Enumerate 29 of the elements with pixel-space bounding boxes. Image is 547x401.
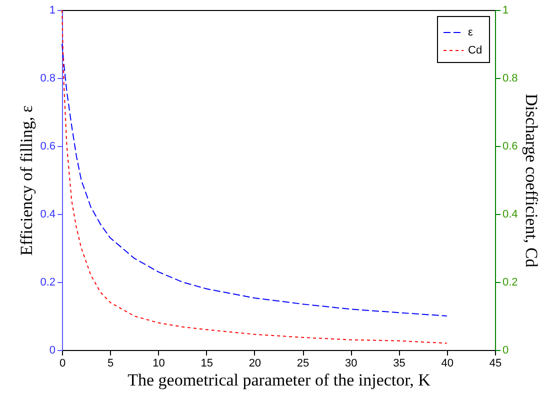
- x-tick-label: 40: [441, 358, 454, 370]
- y-tick-label: 0: [49, 344, 56, 356]
- x-tick-label: 30: [345, 358, 358, 370]
- y2-tick-label: 0.8: [502, 72, 518, 84]
- x-tick-label: 5: [108, 358, 114, 370]
- x-tick-label: 25: [296, 358, 310, 370]
- y2-tick-label: 1: [502, 4, 509, 16]
- x-axis-title: The geometrical parameter of the injector, K: [128, 370, 432, 390]
- y-tick-label: 0.2: [40, 276, 56, 288]
- x-tick-label: 0: [59, 358, 66, 370]
- y-axis-title: Efficiency of filling, ε: [17, 105, 36, 256]
- x-tick-label: 35: [393, 358, 406, 370]
- legend-label: Cd: [468, 44, 482, 56]
- x-tick-label: 45: [489, 358, 502, 370]
- line-series: [62, 44, 448, 316]
- y2-axis-title: Discharge coefficient, Cd: [522, 94, 541, 268]
- x-tick-label: 15: [200, 358, 213, 370]
- y-tick-label: 0.4: [40, 208, 56, 220]
- y-tick-label: 1: [49, 4, 56, 16]
- y-tick-label: 0.8: [40, 72, 56, 84]
- y2-tick-label: 0.6: [502, 140, 518, 152]
- y2-tick-label: 0.4: [502, 208, 518, 220]
- legend-label: ε: [468, 26, 473, 38]
- y-tick-label: 0.6: [40, 140, 56, 152]
- x-tick-label: 20: [248, 358, 262, 370]
- line-series: [62, 10, 448, 344]
- x-tick-label: 10: [152, 358, 165, 370]
- y2-tick-label: 0: [502, 344, 509, 356]
- y2-tick-label: 0.2: [502, 276, 518, 288]
